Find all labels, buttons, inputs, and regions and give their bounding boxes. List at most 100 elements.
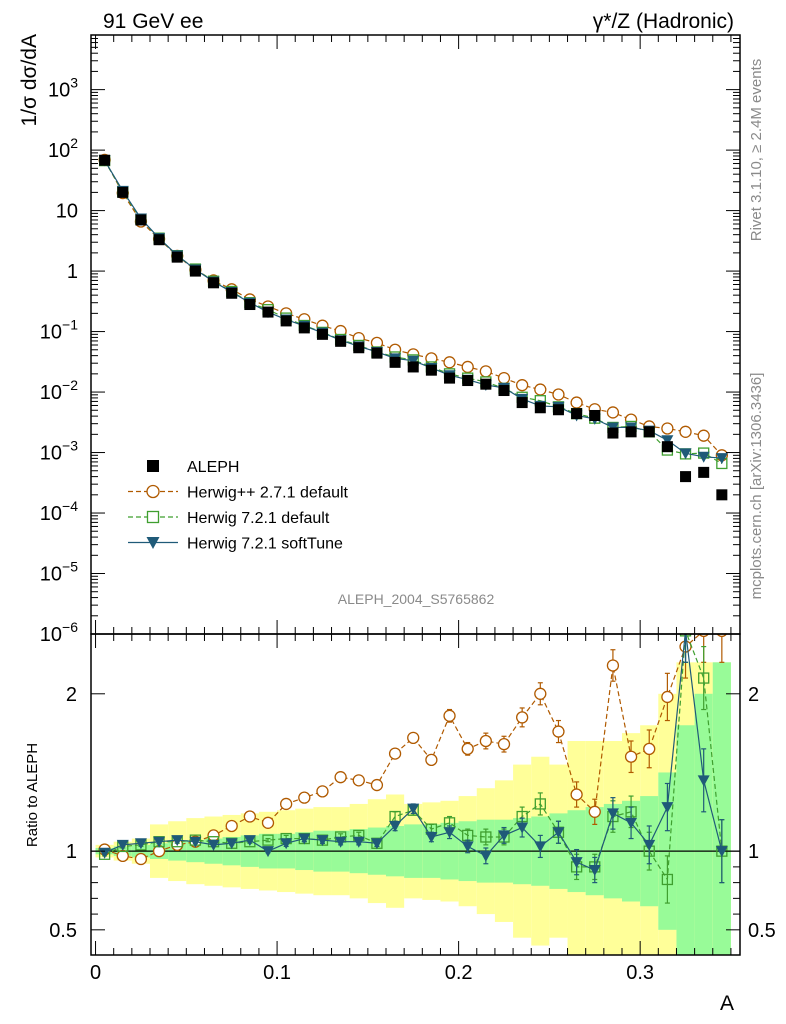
herwigpp-point — [497, 371, 511, 385]
herwig7-softtune-point — [679, 448, 692, 460]
ratio-point-herwig7-softtune — [389, 820, 402, 832]
aleph-data-point — [316, 328, 328, 340]
x-tick-label: 0.2 — [445, 962, 473, 984]
ratio-point-herwigpp — [479, 734, 492, 748]
ratio-point-herwigpp — [370, 778, 384, 792]
ytick-base: 10 — [40, 443, 62, 465]
ratio-point-herwigpp — [280, 797, 293, 811]
main-series-group — [98, 153, 728, 501]
ratio-point-herwigpp — [643, 742, 656, 756]
legend-label: ALEPH — [187, 459, 239, 476]
herwigpp-point — [679, 425, 692, 438]
ratio-line-0 — [104, 634, 701, 860]
ratio-point-herwig7-softtune — [407, 803, 420, 815]
side-label-bottom: mcplots.cern.ch [arXiv:1306.3436] — [748, 373, 765, 600]
ratio-point-herwigpp — [516, 711, 529, 724]
ratio-point-herwig7-softtune — [606, 808, 619, 820]
main-ytick-label: 1 — [67, 261, 78, 283]
side-label-top: Rivet 3.1.10, ≥ 2.4M events — [748, 59, 765, 242]
x-tick-label: 0 — [90, 962, 101, 984]
ratio-ytick-label-right: 2 — [748, 684, 759, 706]
watermark: ALEPH_2004_S5765862 — [338, 591, 495, 607]
ratio-point-herwig7-softtune — [461, 841, 474, 853]
herwigpp-point — [479, 365, 492, 378]
aleph-data-point — [135, 214, 147, 226]
ratio-point-herwig7-softtune — [98, 847, 111, 859]
ratio-point-herwig7-softtune — [116, 839, 129, 851]
ratio-point-herwig7-softtune — [207, 839, 220, 851]
ratio-point-herwigpp — [243, 810, 256, 823]
herwigpp-point — [552, 388, 565, 401]
ratio-point-herwig7-softtune — [189, 836, 202, 848]
ratio-point-herwigpp — [534, 687, 547, 700]
ratio-point-herwig7-softtune — [643, 839, 656, 851]
ratio-point-herwig7-default — [534, 798, 546, 810]
x-axis-label: A — [720, 992, 734, 1015]
ratio-point-herwig7-softtune — [570, 857, 583, 869]
ytick-base: 10 — [40, 322, 62, 344]
herwigpp-point — [516, 379, 529, 392]
ratio-point-herwigpp — [316, 785, 329, 798]
ratio-point-herwig7-softtune — [298, 833, 311, 845]
x-tick-label: 0.3 — [626, 962, 654, 984]
legend-marker-herwig7-softtune — [146, 537, 160, 549]
main-ytick-label: 10−6 — [40, 619, 78, 646]
ratio-point-herwig7-softtune — [516, 822, 529, 834]
ratio-panel: 0.5 0.5 1 1 2 2 0 0.1 0.2 0.3 — [49, 633, 776, 984]
ratio-ytick-label: 0.5 — [49, 920, 77, 942]
main-ytick-label: 10−1 — [40, 317, 78, 344]
main-ytick-label: 102 — [48, 135, 78, 162]
aleph-data-point — [153, 234, 165, 246]
aleph-data-point — [498, 385, 510, 397]
ratio-point-herwigpp — [207, 829, 220, 842]
ytick-exponent: −5 — [62, 559, 78, 575]
ratio-point-herwigpp — [443, 709, 456, 722]
herwigpp-point — [443, 356, 456, 369]
ratio-point-herwig7-softtune — [443, 827, 456, 839]
band-inner-bin — [712, 662, 731, 955]
ratio-point-herwig7-softtune — [425, 831, 438, 843]
ratio-point-herwig7-softtune — [280, 838, 293, 850]
ytick-base: 10 — [48, 140, 70, 162]
aleph-data-point — [353, 342, 365, 354]
main-ytick-label: 103 — [48, 75, 78, 102]
aleph-data-point — [262, 306, 274, 318]
ratio-point-herwigpp — [606, 659, 620, 672]
ratio-point-herwigpp — [298, 791, 311, 804]
ratio-ytick-label-right: 1 — [748, 841, 759, 863]
ratio-point-herwig7-softtune — [171, 835, 184, 847]
legend: ALEPH Herwig++ 2.7.1 default Herwig 7.2.1 … — [128, 459, 349, 553]
main-line-1 — [104, 159, 723, 456]
ratio-point-herwigpp — [407, 731, 420, 745]
ytick-base: 10 — [40, 503, 62, 525]
main-ytick-label: 10−2 — [40, 377, 78, 404]
herwigpp-point — [570, 396, 583, 409]
ratio-point-herwig7-softtune — [552, 827, 565, 839]
ratio-point-herwig7-softtune — [661, 802, 674, 814]
aleph-data-point — [462, 375, 474, 387]
aleph-data-point — [552, 404, 564, 416]
herwig7-softtune-point — [697, 451, 710, 463]
ratio-point-herwig7-softtune — [479, 850, 492, 862]
ratio-ytick-label-right: 0.5 — [748, 920, 776, 942]
ratio-point-herwig7-softtune — [316, 835, 329, 847]
header-right: γ*/Z (Hadronic) — [593, 10, 734, 33]
herwig7-softtune-point — [715, 453, 728, 465]
aleph-data-point — [244, 299, 256, 311]
ratio-point-herwig7-softtune — [370, 838, 383, 850]
aleph-data-point — [425, 364, 437, 376]
herwig7-softtune-point — [407, 355, 420, 367]
band-inner-bin — [676, 725, 695, 955]
ratio-point-herwig7-softtune — [334, 836, 347, 848]
ytick-exponent: −4 — [62, 498, 78, 514]
ratio-point-herwig7-softtune — [262, 846, 274, 858]
legend-label: Herwig 7.2.1 softTune — [187, 536, 343, 553]
aleph-data-point — [99, 154, 111, 166]
ratio-point-herwig7-softtune — [243, 835, 256, 847]
ratio-point-herwigpp — [461, 742, 474, 756]
header-left: 91 GeV ee — [103, 10, 203, 33]
ratio-point-herwigpp — [225, 819, 238, 833]
ratio-point-herwig7-softtune — [697, 775, 710, 787]
aleph-data-point — [171, 251, 183, 263]
